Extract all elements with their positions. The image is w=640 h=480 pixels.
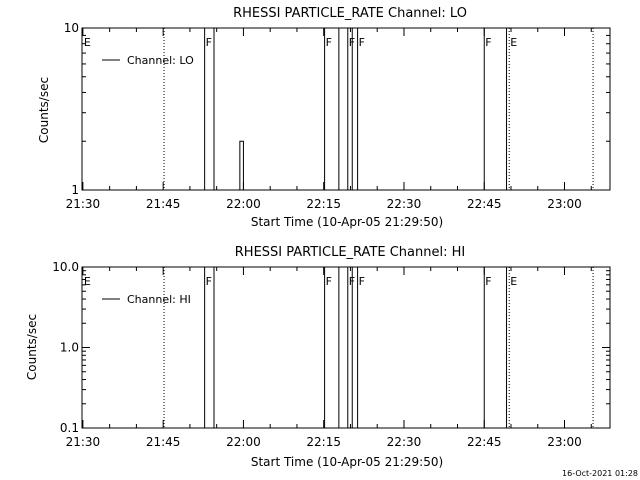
plot-area: 21:30 21:45 22:00 22:15 22:30 22:45 23:00 1 10 E F… — [64, 21, 611, 211]
x-tick-label: 21:30 — [66, 197, 101, 211]
x-tick-label: 22:00 — [226, 197, 261, 211]
x-tick-label: 22:30 — [387, 435, 422, 449]
y-axis-label: Counts/sec — [25, 314, 39, 380]
legend-label: Channel: LO — [127, 54, 194, 67]
annotation-label: F — [485, 275, 491, 288]
annotation-label: E — [510, 36, 517, 49]
plot-frame — [81, 27, 611, 191]
annotation-label: F — [359, 36, 365, 49]
x-axis-label: Start Time (10-Apr-05 21:29:50) — [251, 215, 443, 229]
panel-hi: RHESSI PARTICLE_RATE Channel: HI 21:30 21… — [25, 245, 611, 469]
annotation-label: F — [359, 275, 365, 288]
annotation-label: F — [326, 36, 332, 49]
annotation-label: E — [84, 36, 91, 49]
x-tick-label: 22:30 — [387, 197, 422, 211]
y-tick-label: 0.1 — [60, 421, 79, 435]
annotation-label: F — [326, 275, 332, 288]
y-axis-label: Counts/sec — [37, 77, 51, 143]
x-tick-label: 23:00 — [547, 197, 582, 211]
plot-frame — [81, 266, 611, 429]
x-tick-label: 22:15 — [306, 435, 341, 449]
legend-label: Channel: HI — [127, 293, 191, 306]
x-tick-label: 21:45 — [146, 435, 181, 449]
annotation-label: E — [84, 275, 91, 288]
annotation-label: F — [485, 36, 491, 49]
annotation-label: E — [510, 275, 517, 288]
x-tick-label: 21:30 — [66, 435, 101, 449]
footer-timestamp: 16-Oct-2021 01:28 — [562, 469, 638, 478]
y-tick-label: 1 — [71, 183, 79, 197]
panel-lo: RHESSI PARTICLE_RATE Channel: LO 21:30 21… — [37, 6, 611, 229]
x-axis-label: Start Time (10-Apr-05 21:29:50) — [251, 455, 443, 469]
chart-title: RHESSI PARTICLE_RATE Channel: HI — [235, 245, 465, 260]
plot-area: 21:30 21:45 22:00 22:15 22:30 22:45 23:00 0.1 1.… — [52, 260, 611, 449]
annotation-label: F — [206, 275, 212, 288]
y-tick-label: 10 — [64, 21, 79, 35]
x-tick-label: 23:00 — [547, 435, 582, 449]
x-tick-label: 22:15 — [306, 197, 341, 211]
chart-title: RHESSI PARTICLE_RATE Channel: LO — [233, 6, 467, 21]
y-tick-label: 1.0 — [60, 341, 79, 355]
x-tick-label: 22:45 — [467, 197, 502, 211]
annotation-label: F — [206, 36, 212, 49]
x-tick-label: 21:45 — [146, 197, 181, 211]
x-tick-label: 22:00 — [226, 435, 261, 449]
series-line — [238, 140, 244, 191]
x-tick-label: 22:45 — [467, 435, 502, 449]
y-tick-label: 10.0 — [52, 260, 79, 274]
